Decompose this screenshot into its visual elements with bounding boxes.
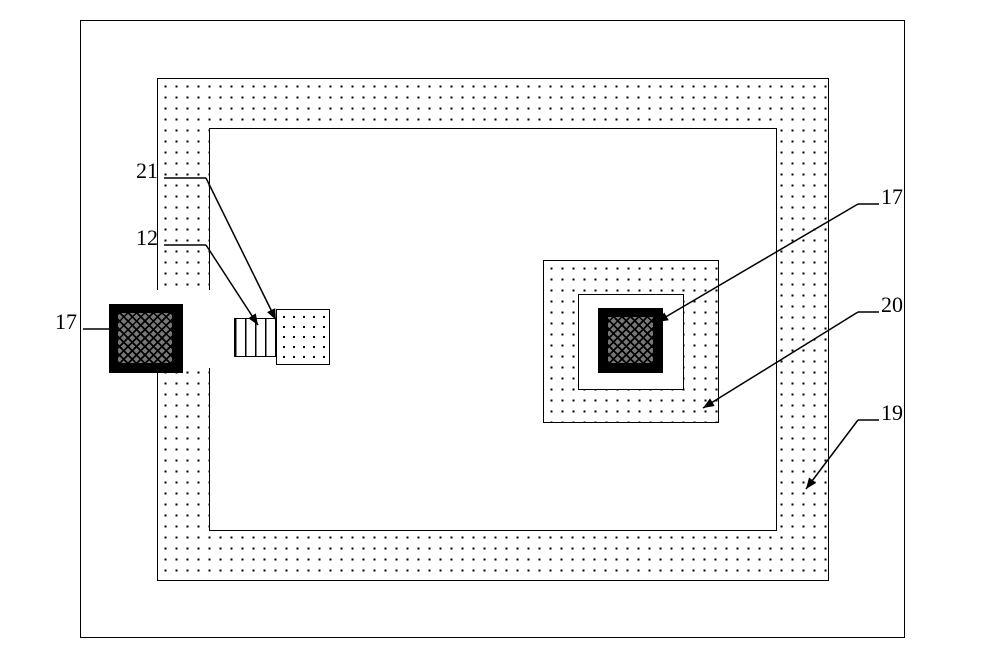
- label-19: 19: [881, 400, 903, 426]
- label-17-left: 17: [55, 309, 77, 335]
- label-20: 20: [881, 292, 903, 318]
- label-21: 21: [136, 158, 158, 184]
- pad-center-hatch: [606, 315, 655, 365]
- pad-left: [109, 304, 183, 373]
- patch-21: [276, 309, 330, 365]
- pad-left-hatch: [116, 311, 174, 365]
- label-17-right: 17: [881, 184, 903, 210]
- connector-12: [234, 318, 276, 357]
- label-12: 12: [136, 225, 158, 251]
- pad-center: [598, 308, 663, 373]
